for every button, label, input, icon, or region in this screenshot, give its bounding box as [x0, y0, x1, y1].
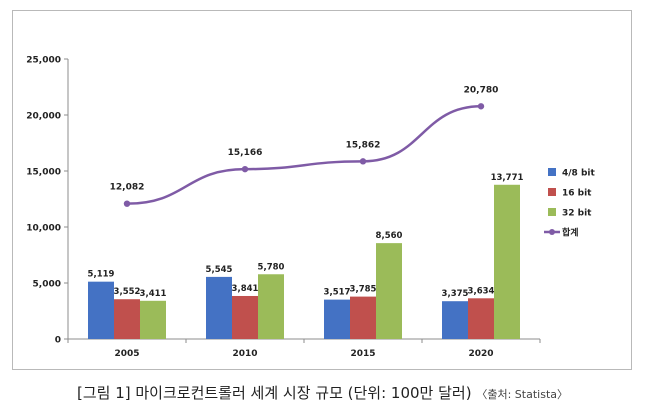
- chart-frame: [12, 10, 632, 370]
- bars: [88, 184, 520, 339]
- legend-label: 4/8 bit: [562, 169, 595, 179]
- legend-swatch: [548, 208, 556, 216]
- bar: [206, 276, 232, 339]
- y-tick-label: 25,000: [26, 56, 61, 66]
- y-tick-label: 10,000: [26, 224, 61, 234]
- bar-value-label: 3,841: [232, 284, 259, 294]
- legend-label: 32 bit: [562, 209, 592, 219]
- caption-text: [그림 1] 마이크로컨트롤러 세계 시장 규모 (단위: 100만 달러): [76, 384, 472, 402]
- bar-value-label: 3,552: [114, 287, 141, 297]
- legend-swatch: [548, 168, 556, 176]
- legend-label: 16 bit: [562, 189, 592, 199]
- line-value-label: 12,082: [110, 183, 145, 193]
- bar: [140, 300, 166, 339]
- bar: [494, 184, 520, 339]
- line-value-label: 20,780: [464, 85, 499, 95]
- line-series: [126, 105, 482, 205]
- bar-value-label: 5,780: [258, 262, 285, 272]
- x-tick-label: 2020: [468, 349, 493, 359]
- line-point: [123, 200, 131, 207]
- legend-marker: [549, 229, 555, 235]
- legend-swatch: [548, 188, 556, 196]
- bar-value-label: 5,545: [206, 265, 233, 275]
- line-value-label: 15,862: [346, 140, 381, 150]
- caption-source: 〈출처: Statista〉: [476, 388, 568, 401]
- bar: [442, 301, 468, 339]
- legend-label: 합계: [562, 227, 579, 239]
- bar: [324, 299, 350, 339]
- bar: [258, 274, 284, 339]
- bar-value-label: 13,771: [491, 173, 524, 183]
- legend: 4/8 bit 16 bit 32 bit 합계: [544, 168, 595, 239]
- bar: [88, 281, 114, 339]
- bar-value-label: 8,560: [376, 231, 403, 241]
- y-tick-label: 0: [55, 336, 61, 346]
- bar-value-label: 3,375: [442, 289, 469, 299]
- y-tick-label: 5,000: [33, 280, 61, 290]
- x-tick-label: 2015: [350, 349, 375, 359]
- bar: [232, 295, 258, 339]
- line-value-label: 15,166: [228, 148, 263, 158]
- figure-caption: [그림 1] 마이크로컨트롤러 세계 시장 규모 (단위: 100만 달러) 〈…: [0, 382, 645, 403]
- bar: [376, 243, 402, 339]
- line-point: [477, 103, 485, 110]
- bar-value-label: 3,634: [468, 286, 495, 296]
- bar-value-label: 3,785: [350, 285, 377, 295]
- bar: [350, 296, 376, 339]
- bar-value-label: 3,411: [140, 289, 167, 299]
- bar: [468, 298, 494, 339]
- bar-value-label: 3,517: [324, 288, 351, 298]
- line-point: [359, 158, 367, 165]
- data-labels: 5,119 5,545 3,517 3,375 3,552 3,841 3,785 3,634…: [88, 85, 524, 299]
- y-tick-label: 15,000: [26, 168, 61, 178]
- bar-value-label: 5,119: [88, 270, 115, 280]
- total-line: [123, 103, 485, 207]
- x-tick-label: 2005: [114, 349, 139, 359]
- bar: [114, 299, 140, 339]
- chart: 0 5,000 10,000 15,000 20,000 25,000 2005 2010 20…: [26, 56, 595, 360]
- x-tick-label: 2010: [232, 349, 257, 359]
- y-tick-label: 20,000: [26, 112, 61, 122]
- line-point: [241, 165, 249, 173]
